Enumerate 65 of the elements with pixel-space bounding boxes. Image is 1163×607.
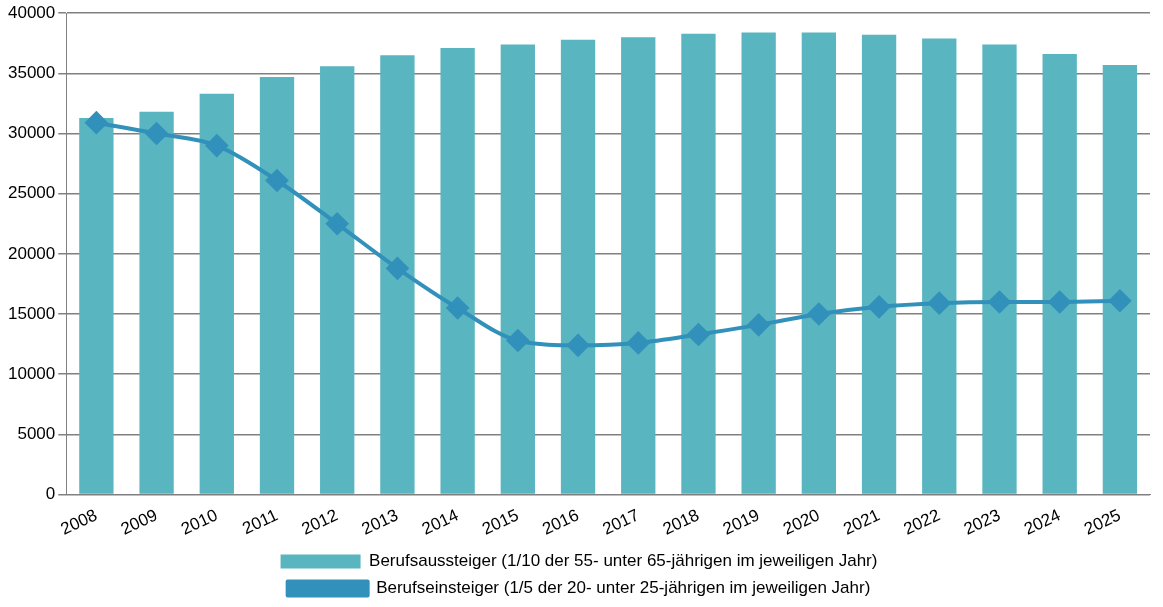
bar	[922, 38, 957, 494]
bar	[79, 117, 114, 494]
legend-label: Berufseinsteiger (1/5 der 20- unter 25-jährigen im jeweiligen Jahr)	[376, 578, 871, 598]
point	[928, 292, 951, 315]
x-tick-label: 2010	[178, 505, 221, 539]
point	[266, 169, 288, 192]
point	[807, 303, 830, 326]
bar	[560, 39, 596, 494]
x-tick-label: 2023	[960, 505, 1004, 539]
x-tick-label: 2024	[1021, 505, 1064, 539]
bar	[801, 32, 837, 494]
point	[1048, 291, 1071, 313]
point	[326, 212, 349, 235]
x-tick-label: 2011	[239, 505, 281, 539]
y-tick-label: 25000	[7, 183, 56, 203]
bar	[741, 32, 776, 494]
point	[386, 257, 409, 280]
point	[85, 111, 108, 134]
bar	[1102, 64, 1138, 494]
x-tick-label: 2017	[599, 505, 642, 539]
point	[506, 329, 529, 352]
bar	[861, 34, 897, 494]
y-tick-label: 0	[45, 484, 56, 504]
bar	[681, 33, 716, 494]
x-tick-label: 2021	[840, 505, 883, 539]
x-tick-label: 2013	[358, 505, 402, 539]
y-tick-label: 10000	[7, 363, 56, 383]
y-tick-label: 40000	[7, 2, 56, 22]
x-tick-label: 2009	[117, 505, 161, 539]
y-tick-label: 35000	[7, 63, 56, 83]
point	[446, 297, 469, 320]
y-tick-label: 20000	[7, 243, 56, 263]
bar	[320, 66, 355, 494]
y-tick-label: 30000	[7, 123, 56, 143]
point	[988, 291, 1011, 313]
x-tick-label: 2008	[57, 505, 101, 539]
x-tick-label: 2019	[720, 505, 763, 539]
x-tick-label: 2022	[900, 505, 943, 539]
point	[145, 122, 168, 145]
bar	[621, 37, 656, 494]
x-tick-label: 2015	[479, 505, 522, 539]
point	[627, 331, 650, 354]
bar	[139, 111, 174, 494]
x-tick-label: 2020	[780, 505, 823, 539]
bar	[500, 44, 535, 494]
point	[747, 313, 770, 336]
y-tick-label: 15000	[7, 303, 56, 323]
bar	[982, 44, 1017, 494]
x-tick-label: 2025	[1081, 505, 1124, 539]
point	[567, 334, 590, 357]
legend-label: Berufsaussteiger (1/10 der 55- unter 65-jährigen im jeweiligen Jahr)	[369, 551, 878, 571]
x-tick-label: 2018	[659, 505, 703, 539]
bar	[1042, 54, 1077, 494]
bar	[380, 55, 415, 494]
bar	[199, 93, 234, 494]
x-tick-label: 2012	[298, 505, 341, 539]
bar	[259, 76, 295, 494]
point	[1108, 289, 1131, 312]
x-tick-label: 2016	[539, 505, 582, 539]
y-tick-label: 5000	[17, 424, 56, 444]
x-tick-label: 2014	[418, 505, 462, 539]
bar	[440, 48, 475, 494]
point	[868, 295, 891, 318]
point	[205, 134, 228, 157]
point	[687, 323, 710, 346]
